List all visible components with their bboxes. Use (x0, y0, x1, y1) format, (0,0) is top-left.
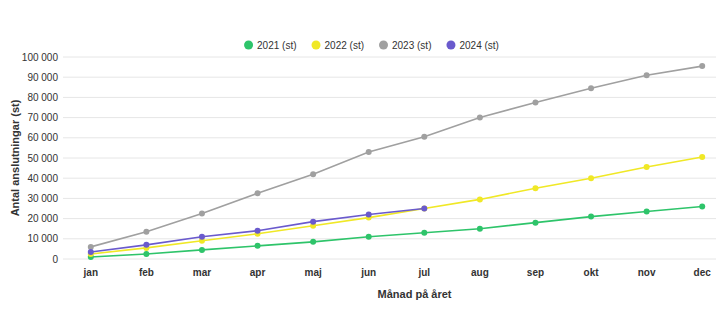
point (588, 85, 594, 91)
point (532, 220, 538, 226)
point (477, 196, 483, 202)
x-tick-label: maj (305, 267, 322, 278)
x-tick-label: dec (694, 267, 712, 278)
y-tick-label: 100 000 (22, 52, 59, 63)
point (310, 171, 316, 177)
point (310, 239, 316, 245)
series-line (91, 209, 425, 252)
point (255, 243, 261, 249)
y-tick-label: 0 (52, 254, 58, 265)
chart: 0 10 000 20 000 30 000 40 000 50 000 60 000 70 … (0, 0, 728, 320)
point (421, 230, 427, 236)
y-tick-label: 20 000 (27, 213, 58, 224)
grid-line (63, 238, 716, 239)
point (477, 115, 483, 121)
x-tick-label: okt (584, 267, 600, 278)
x-tick-label: jun (360, 267, 376, 278)
point (310, 219, 316, 225)
x-tick-label: nov (638, 267, 656, 278)
grid-line (63, 97, 716, 98)
legend-label: 2022 (st) (325, 40, 364, 51)
point (199, 234, 205, 240)
legend-marker (379, 41, 388, 50)
x-tick-label: mar (193, 267, 211, 278)
x-tick-label: jan (83, 267, 98, 278)
point (366, 149, 372, 155)
legend-marker (312, 41, 321, 50)
grid-line (63, 198, 716, 199)
point (88, 249, 94, 255)
legend-label: 2024 (st) (459, 40, 498, 51)
point (255, 228, 261, 234)
point (255, 190, 261, 196)
point (532, 99, 538, 105)
grid-line (63, 178, 716, 179)
y-tick-label: 40 000 (27, 173, 58, 184)
series-line (91, 206, 702, 257)
grid-line (63, 77, 716, 78)
legend-label: 2021 (st) (257, 40, 296, 51)
point (143, 229, 149, 235)
point (699, 154, 705, 160)
point (421, 206, 427, 212)
point (588, 214, 594, 220)
y-tick-label: 60 000 (27, 132, 58, 143)
point (644, 209, 650, 215)
x-tick-label: apr (250, 267, 266, 278)
x-axis-title: Månad på året (378, 288, 452, 300)
y-tick-label: 30 000 (27, 193, 58, 204)
y-tick-label: 50 000 (27, 153, 58, 164)
y-tick-label: 80 000 (27, 92, 58, 103)
point (421, 206, 427, 212)
grid-line (63, 158, 716, 159)
page: {"chart_data": { "type": "line", "x_labe… (0, 0, 728, 320)
y-tick-label: 10 000 (27, 233, 58, 244)
point (199, 211, 205, 217)
series-line (91, 66, 702, 247)
point (644, 72, 650, 78)
point (532, 185, 538, 191)
point (699, 203, 705, 209)
y-tick-label: 90 000 (27, 72, 58, 83)
y-axis-title: Antal anslutningar (st) (9, 99, 21, 216)
grid-line (63, 137, 716, 138)
grid-line (63, 57, 716, 58)
series-group (88, 63, 705, 260)
point (477, 226, 483, 232)
x-tick-label: aug (471, 267, 489, 278)
series-line (91, 157, 702, 254)
y-tick-label: 70 000 (27, 112, 58, 123)
x-tick-label: feb (139, 267, 154, 278)
legend-marker (244, 41, 253, 50)
point (143, 251, 149, 257)
grid-line (63, 259, 716, 260)
grid-line (63, 117, 716, 118)
x-tick-label: sep (527, 267, 544, 278)
point (199, 247, 205, 253)
grid-line (63, 218, 716, 219)
point (143, 242, 149, 248)
point (644, 164, 650, 170)
legend: 2021 (st) 2022 (st) 2023 (st) 2024 (st) (244, 40, 499, 51)
x-tick-label: jul (417, 267, 430, 278)
point (699, 63, 705, 69)
legend-label: 2023 (st) (392, 40, 431, 51)
legend-marker (446, 41, 455, 50)
point (366, 212, 372, 218)
point (366, 234, 372, 240)
point (421, 134, 427, 140)
point (588, 175, 594, 181)
